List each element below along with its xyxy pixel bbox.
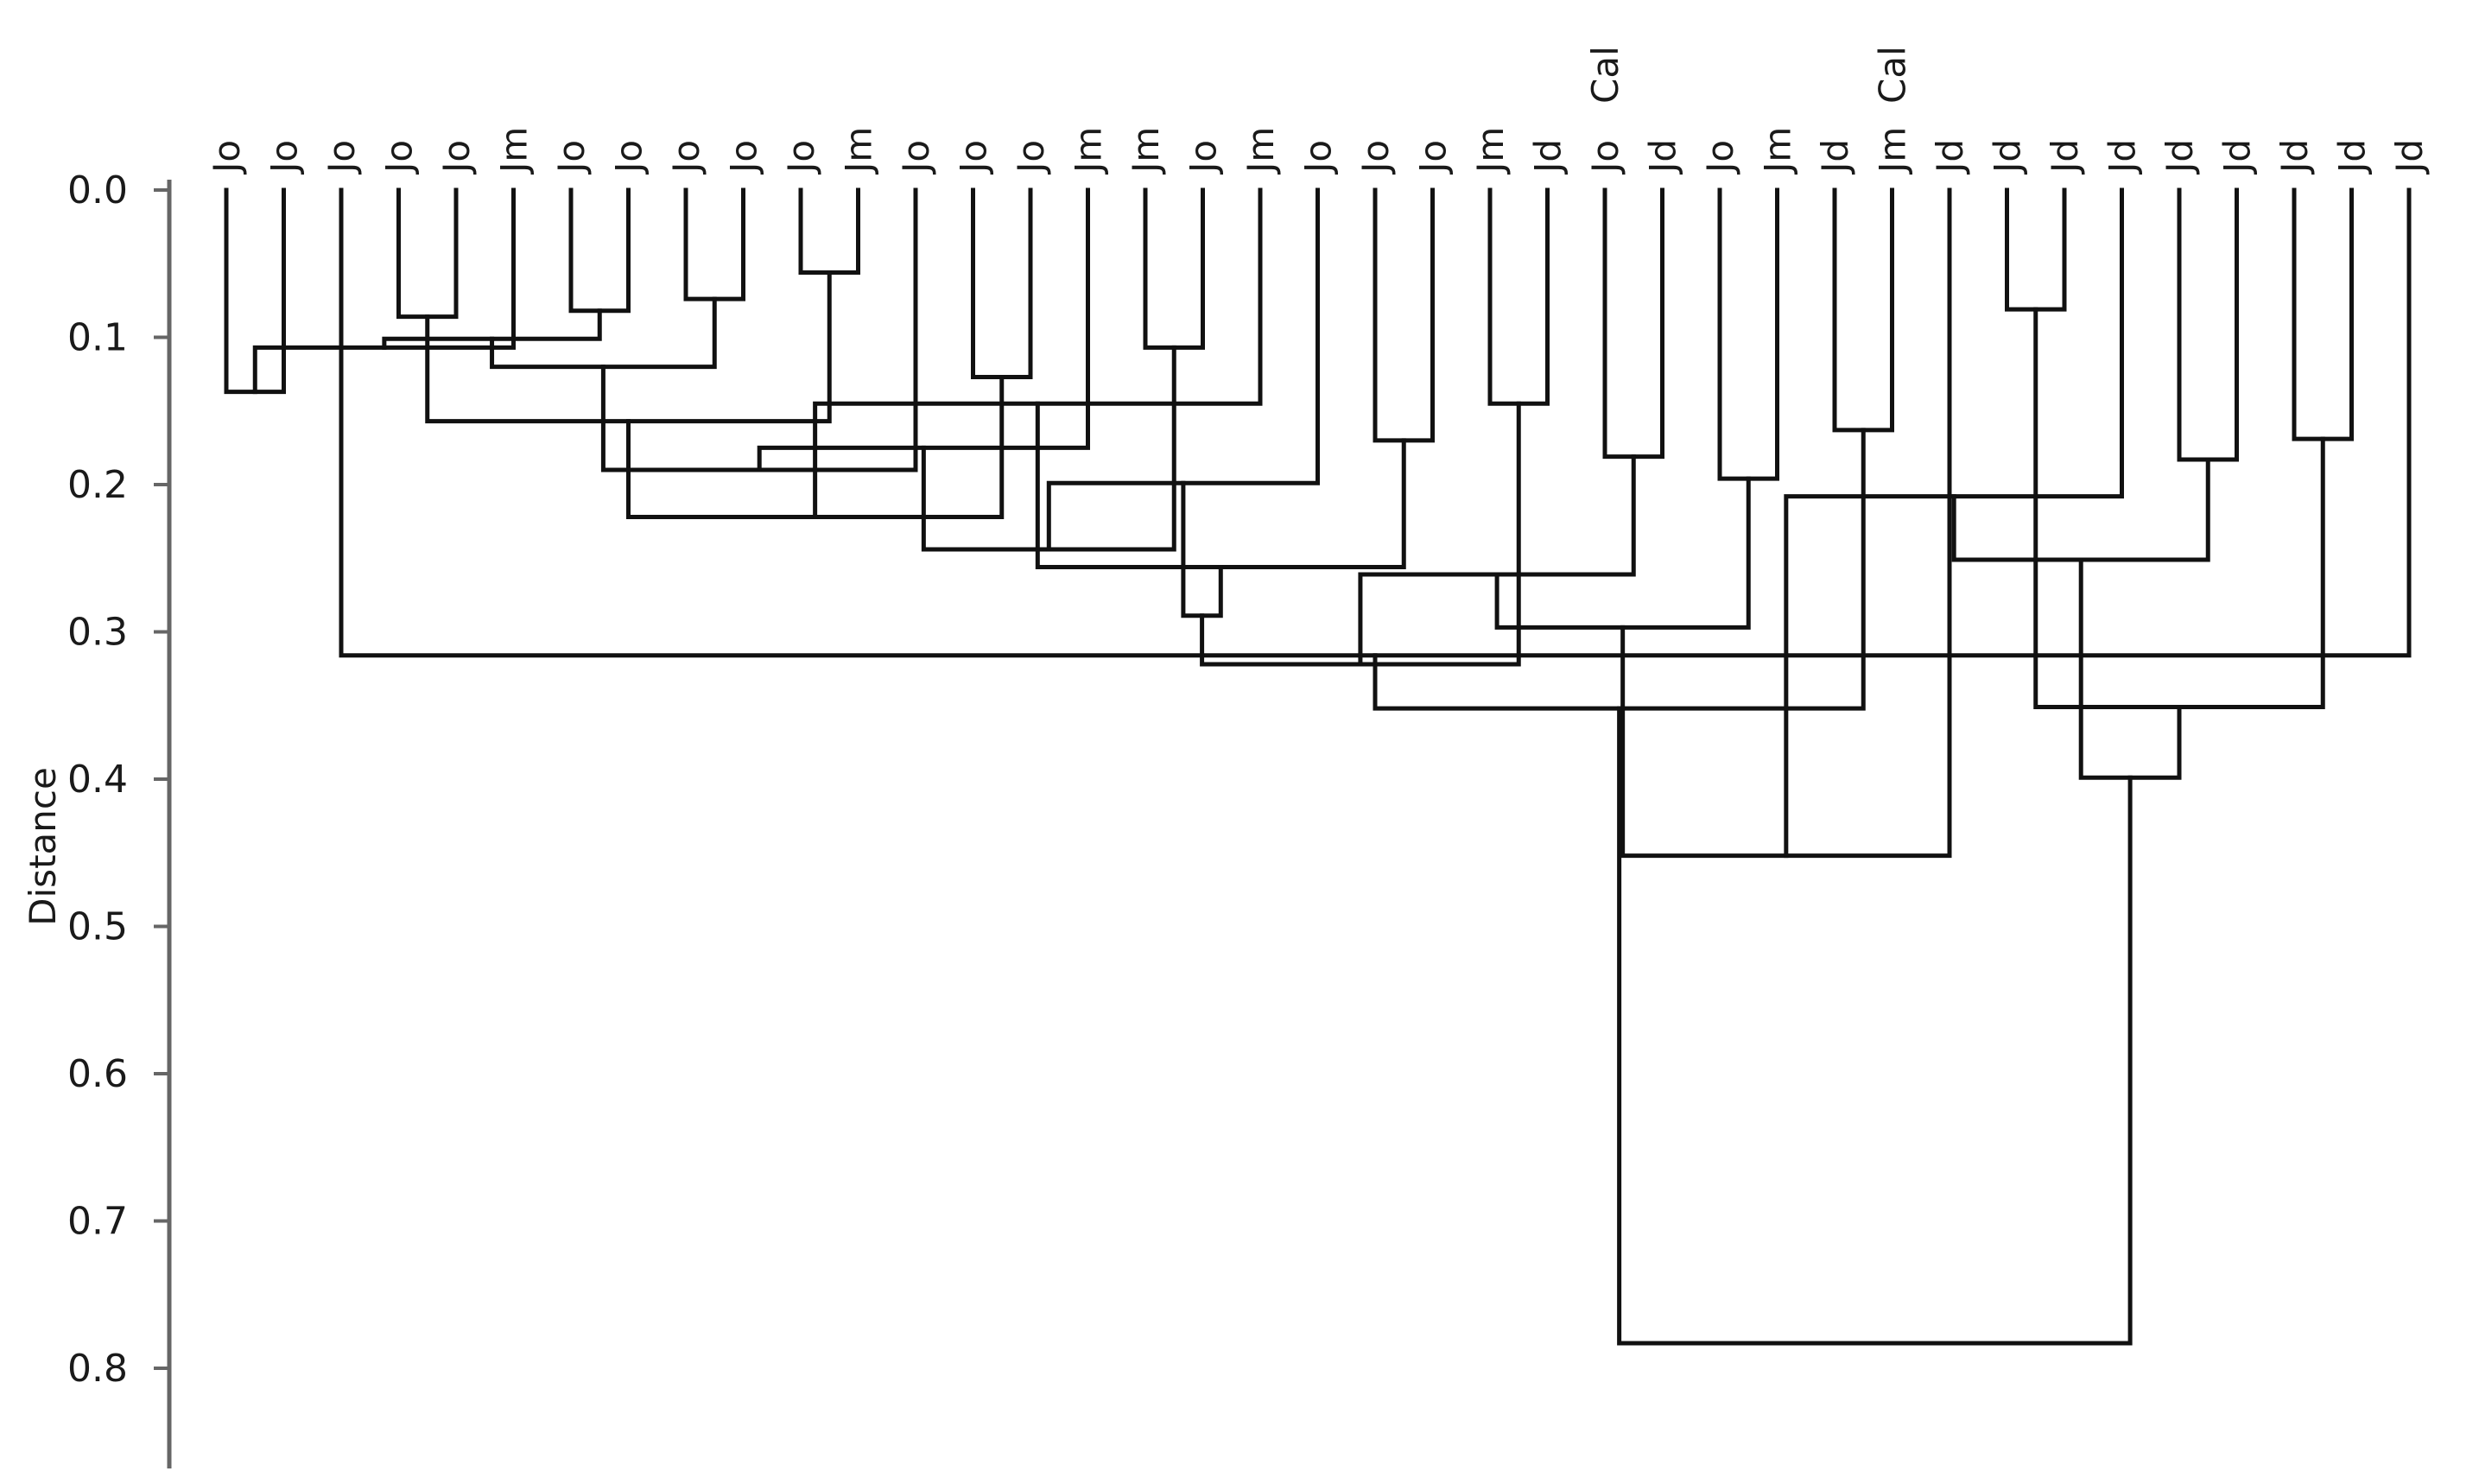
leaf-label: Jd <box>2044 139 2086 175</box>
leaf-label: Jm <box>1757 127 1799 175</box>
dendrogram-branch <box>2078 557 2182 780</box>
leaf-labels: Jo Jo Jo Jo Jo Jm Jo Jo Jo Jo Jo Jm Jo Jo Jo Jm Jm Jo Jm Jo… <box>206 46 2431 175</box>
leaf-label: Jo <box>1010 140 1052 175</box>
dendrogram-branch <box>2177 187 2239 462</box>
leaf-label: Jm <box>1068 127 1110 175</box>
leaf-label: Jo <box>1584 140 1626 175</box>
y-tick-label: 0.1 <box>67 316 128 360</box>
leaf-label: Jd <box>1987 139 2029 175</box>
dendrogram-branch <box>568 187 631 314</box>
leaf-label: Jd <box>2331 139 2374 175</box>
dendrogram-branch <box>1487 187 1550 406</box>
leaf-extra-label: Cal <box>1584 46 1626 104</box>
dendrogram-branch <box>1602 187 1664 460</box>
leaf-label: Jo <box>263 140 306 175</box>
dendrogram-branch <box>1358 454 1636 667</box>
dendrogram-branch <box>1717 187 1779 481</box>
leaf-label: Jo <box>1412 140 1455 175</box>
dendrogram-branch <box>1832 187 1894 433</box>
dendrogram-branch <box>1181 480 1223 618</box>
dendrogram-branch <box>683 187 745 301</box>
dendrogram-branch <box>396 187 459 320</box>
leaf-label: Jo <box>550 140 593 175</box>
leaf-extra-label: Cal <box>1872 46 1914 104</box>
leaf-label: Jd <box>2159 139 2201 175</box>
y-tick-label: 0.7 <box>67 1200 128 1244</box>
leaf-label: Jm <box>1872 127 1914 175</box>
leaf-label: Jo <box>1354 140 1397 175</box>
dendrogram-branch <box>1373 187 1435 443</box>
dendrogram-branch <box>600 187 918 472</box>
y-tick-label: 0.3 <box>67 611 128 655</box>
dendrogram-branch <box>1951 457 2210 562</box>
leaf-label: Jm <box>1469 127 1512 175</box>
leaf-label: Jm <box>838 127 880 175</box>
y-tick-label: 0.2 <box>67 463 128 507</box>
y-tick-label: 0.6 <box>67 1052 128 1096</box>
leaf-label: Jm <box>1240 127 1282 175</box>
dendrogram-branch <box>1373 428 1866 711</box>
dendrogram-branch <box>252 187 516 395</box>
dendrogram-branches <box>224 187 2412 1346</box>
dendrogram-branch <box>798 187 860 275</box>
dendrogram-branch <box>2292 187 2354 441</box>
leaf-label: Jo <box>723 140 765 175</box>
dendrogram-branch <box>971 187 1033 380</box>
leaf-label: Jo <box>780 140 822 175</box>
dendrogram-branch <box>1143 187 1205 350</box>
leaf-label: Jd <box>1814 139 1856 175</box>
leaf-label: Jd <box>2102 139 2144 175</box>
y-tick-label: 0.4 <box>67 758 128 802</box>
leaf-label: Jo <box>1297 140 1340 175</box>
leaf-label: Jd <box>1642 139 1684 175</box>
leaf-label: Jo <box>206 140 248 175</box>
y-tick-label: 0.0 <box>67 168 128 212</box>
leaf-label: Jo <box>895 140 937 175</box>
leaf-label: Jd <box>2388 139 2431 175</box>
leaf-label: Jd <box>1527 139 1569 175</box>
dendrogram-branch <box>1494 476 1751 630</box>
leaf-label: Jo <box>1182 140 1225 175</box>
leaf-label: Jo <box>378 140 421 175</box>
y-tick-label: 0.5 <box>67 905 128 949</box>
leaf-label: Jo <box>608 140 650 175</box>
leaf-label: Jd <box>1929 139 1971 175</box>
leaf-label: Jd <box>2216 139 2259 175</box>
dendrogram-branch <box>1035 401 1406 569</box>
leaf-label: Jo <box>435 140 478 175</box>
leaf-label: Jo <box>320 140 363 175</box>
dendrogram-branch <box>1617 706 2133 1346</box>
leaf-label: Jm <box>1125 127 1167 175</box>
leaf-label: Jm <box>493 127 536 175</box>
dendrogram-branch <box>2005 187 2067 312</box>
y-axis-ticks: 0.0 0.1 0.2 0.3 0.4 0.5 0.6 0.7 0.8 <box>67 168 169 1391</box>
leaf-label: Jd <box>2273 139 2316 175</box>
leaf-label: Jo <box>665 140 707 175</box>
y-tick-label: 0.8 <box>67 1347 128 1391</box>
y-axis-title: Distance <box>22 767 64 926</box>
leaf-label: Jo <box>953 140 995 175</box>
leaf-label: Jo <box>1699 140 1741 175</box>
